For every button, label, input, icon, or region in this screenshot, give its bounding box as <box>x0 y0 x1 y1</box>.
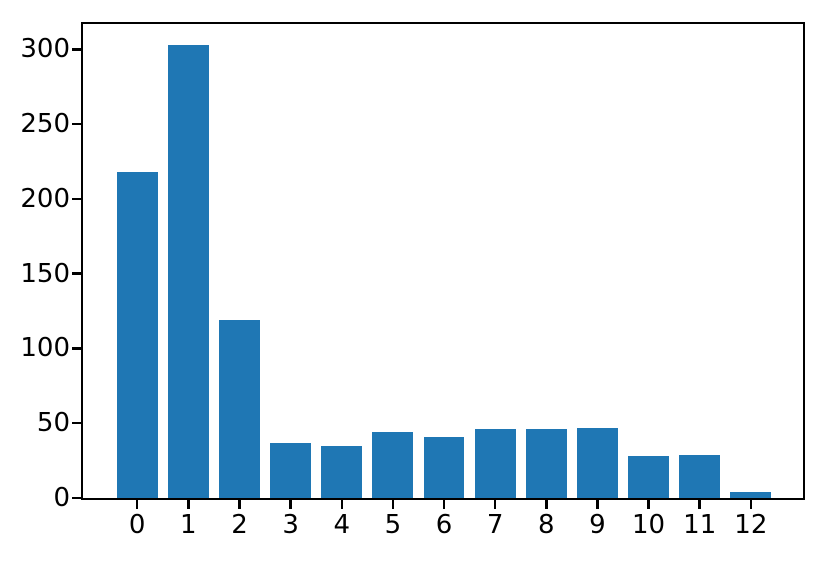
x-tick-mark <box>749 500 753 509</box>
x-tick-mark <box>391 500 395 509</box>
x-tick-label: 9 <box>589 510 606 540</box>
y-tick-label: 250 <box>20 109 70 140</box>
x-tick-label: 8 <box>538 510 555 540</box>
x-tick-mark <box>698 500 701 509</box>
x-tick-mark <box>596 500 599 509</box>
y-tick-label: 200 <box>20 183 70 214</box>
y-tick-mark <box>72 197 81 201</box>
y-tick-mark <box>72 421 81 425</box>
y-tick-label: 50 <box>36 408 70 439</box>
bar <box>679 454 721 498</box>
bar <box>730 492 772 498</box>
y-tick-mark <box>72 347 81 350</box>
bar <box>525 429 567 498</box>
x-tick-mark <box>289 500 292 509</box>
y-tick-mark <box>72 122 81 126</box>
x-tick-mark <box>647 500 650 509</box>
x-tick-label: 5 <box>384 510 402 540</box>
y-tick-label: 0 <box>53 483 70 513</box>
y-tick-mark <box>72 48 81 51</box>
x-tick-mark <box>340 500 343 509</box>
plot-area: 0 50 100 150 200 250 300 0 1 2 3 4 5 6 7 8 9 10 11 12 <box>20 22 805 538</box>
bar <box>576 427 618 498</box>
x-tick-mark <box>135 500 139 509</box>
y-tick-label: 300 <box>20 34 70 65</box>
bar <box>167 44 209 498</box>
x-tick-label: 0 <box>128 510 146 540</box>
x-tick-label: 3 <box>282 510 299 540</box>
bar <box>270 442 312 498</box>
x-tick-mark <box>545 500 548 509</box>
x-tick-mark <box>442 500 446 509</box>
bar <box>423 436 465 498</box>
x-tick-mark <box>187 500 190 509</box>
x-tick-label: 11 <box>683 510 717 540</box>
x-tick-label: 6 <box>435 510 453 540</box>
x-tick-label: 12 <box>734 510 768 540</box>
x-tick-mark <box>238 500 241 509</box>
x-tick-label: 4 <box>333 510 351 540</box>
bar <box>116 172 158 498</box>
x-tick-mark <box>493 500 497 509</box>
bar <box>219 320 260 498</box>
bar <box>321 445 363 498</box>
x-tick-label: 7 <box>486 510 504 540</box>
y-tick-label: 100 <box>20 333 70 364</box>
y-tick-mark <box>72 496 81 500</box>
x-tick-label: 10 <box>632 510 666 540</box>
x-tick-label: 1 <box>180 510 197 540</box>
x-tick-label: 2 <box>231 510 248 540</box>
bar <box>372 432 414 498</box>
bar <box>628 456 670 498</box>
bar <box>474 429 516 498</box>
y-tick-mark <box>72 272 81 275</box>
y-tick-label: 150 <box>20 258 70 289</box>
